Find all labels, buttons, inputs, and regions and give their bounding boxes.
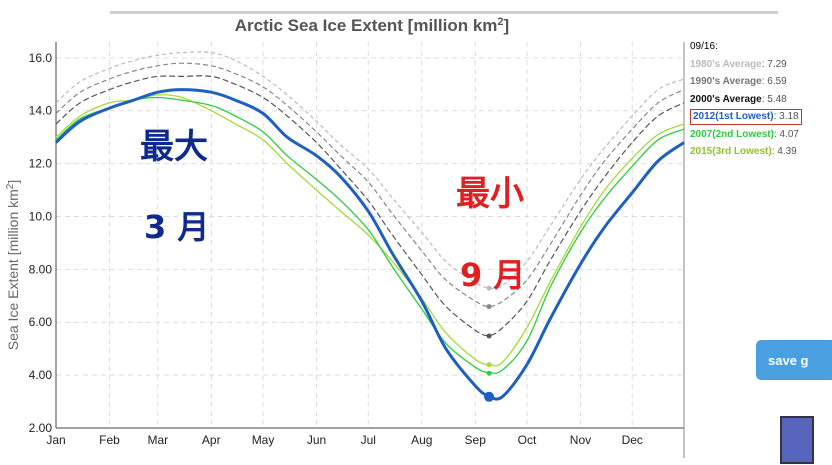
x-tick-label: Oct bbox=[518, 433, 537, 447]
series-lines bbox=[54, 51, 685, 401]
y-tick-label: 6.00 bbox=[29, 315, 53, 329]
legend-item-1980s[interactable]: 1980's Average: 7.29 bbox=[690, 58, 787, 70]
legend-date: 09/16: bbox=[690, 41, 718, 52]
series-marker-2 bbox=[486, 333, 492, 339]
series-marker-0 bbox=[486, 285, 492, 291]
y-tick-label: 8.00 bbox=[29, 262, 53, 276]
y-tick-label: 14.0 bbox=[29, 104, 53, 118]
legend-item-2000s[interactable]: 2000's Average: 5.48 bbox=[690, 93, 787, 105]
y-axis-label: Sea Ice Extent [million km2] bbox=[5, 180, 21, 351]
y-tick-label: 4.00 bbox=[29, 368, 53, 382]
series-line-2 bbox=[55, 75, 685, 337]
thumbnail-image[interactable] bbox=[780, 416, 814, 464]
legend: 09/16: 1980's Average: 7.29 1990's Avera… bbox=[690, 38, 830, 161]
x-tick-label: Dec bbox=[622, 433, 643, 447]
thumbnail-map bbox=[782, 418, 812, 462]
y-tick-label: 12.0 bbox=[29, 157, 53, 171]
x-tick-label: Jul bbox=[361, 433, 376, 447]
y-tick-label: 10.0 bbox=[29, 209, 53, 223]
legend-item-2015[interactable]: 2015(3rd Lowest): 4.39 bbox=[690, 146, 797, 157]
save-graph-button[interactable]: save g bbox=[756, 340, 832, 380]
max-annotation-month: 3 月 bbox=[144, 208, 209, 246]
x-tick-label: May bbox=[252, 433, 275, 447]
x-tick-label: Sep bbox=[465, 433, 487, 447]
series-line-1 bbox=[55, 62, 685, 308]
legend-item-2007[interactable]: 2007(2nd Lowest): 4.07 bbox=[690, 128, 799, 140]
annotations: 最大 3 月 最小 9 月 bbox=[140, 127, 525, 294]
legend-item-1990s[interactable]: 1990's Average: 6.59 bbox=[690, 76, 787, 87]
legend-item-2012[interactable]: 2012(1st Lowest): 3.18 bbox=[690, 108, 830, 126]
series-line-4 bbox=[55, 96, 685, 374]
min-annotation-month: 9 月 bbox=[460, 256, 525, 294]
axes: 2.00 4.00 6.00 8.00 10.0 12.0 14.0 16.0 Jan Feb Ma… bbox=[29, 42, 685, 458]
series-marker-5 bbox=[486, 362, 492, 368]
x-tick-label: Feb bbox=[99, 433, 120, 447]
top-divider bbox=[110, 11, 778, 14]
x-tick-label: Mar bbox=[147, 433, 168, 447]
series-marker-4 bbox=[486, 370, 492, 376]
series-line-3 bbox=[54, 88, 685, 401]
max-annotation-title: 最大 bbox=[140, 127, 208, 167]
min-annotation-title: 最小 bbox=[456, 174, 524, 214]
series-line-0 bbox=[55, 51, 685, 289]
y-tick-label: 16.0 bbox=[29, 51, 53, 65]
series-marker-3 bbox=[484, 391, 495, 402]
series-marker-1 bbox=[486, 304, 492, 310]
date-markers bbox=[484, 285, 495, 402]
x-tick-label: Jun bbox=[307, 433, 326, 447]
x-tick-label: Jan bbox=[46, 433, 65, 447]
chart-title: Arctic Sea Ice Extent [million km2] bbox=[235, 16, 509, 35]
x-tick-label: Aug bbox=[411, 433, 432, 447]
x-tick-label: Apr bbox=[202, 433, 221, 447]
y-tick-label: 2.00 bbox=[29, 421, 53, 435]
x-tick-label: Nov bbox=[570, 433, 591, 447]
